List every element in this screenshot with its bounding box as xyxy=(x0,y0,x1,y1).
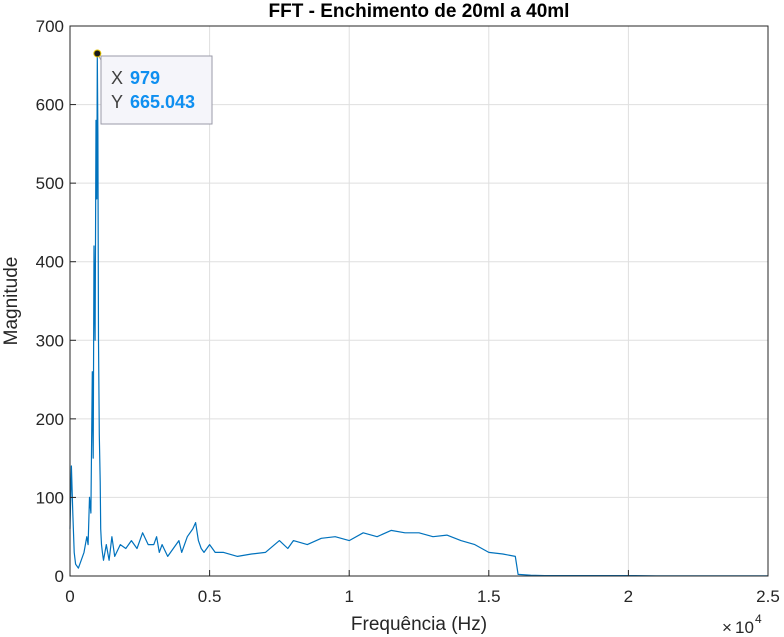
x-tick-label: 2 xyxy=(624,587,633,606)
x-axis-label: Frequência (Hz) xyxy=(351,614,487,635)
y-tick-label: 100 xyxy=(36,488,64,507)
grid-lines xyxy=(70,26,768,576)
datatip-x-value: 979 xyxy=(130,68,160,88)
x-tick-label: 1.5 xyxy=(477,587,501,606)
x-axis-exponent: × 10 4 xyxy=(722,612,762,637)
fft-magnitude-series xyxy=(69,52,768,577)
x-exponent-power: 4 xyxy=(755,612,762,626)
x-tick-label: 2.5 xyxy=(756,587,780,606)
datatip-y-key: Y xyxy=(111,92,123,112)
chart-title: FFT - Enchimento de 20ml a 40ml xyxy=(269,1,570,22)
x-tick-label: 0 xyxy=(65,587,74,606)
y-tick-label: 300 xyxy=(36,331,64,350)
y-tick-label: 200 xyxy=(36,410,64,429)
x-tick-label: 0.5 xyxy=(198,587,222,606)
y-tick-label: 700 xyxy=(36,17,64,36)
x-exponent-base: 10 xyxy=(735,618,754,637)
datatip-y-value: 665.043 xyxy=(130,92,195,112)
datatip[interactable]: X 979 Y 665.043 xyxy=(93,49,213,125)
datatip-marker[interactable] xyxy=(93,49,102,58)
axis-ticks: 0 0.5 1 1.5 2 2.5 0 100 200 300 400 500 600 700 xyxy=(36,17,780,606)
axes-frame xyxy=(69,25,769,577)
x-tick-label: 1 xyxy=(344,587,353,606)
y-tick-label: 400 xyxy=(36,253,64,272)
datatip-x-key: X xyxy=(111,68,123,88)
y-axis-label: Magnitude xyxy=(1,257,22,346)
y-tick-label: 600 xyxy=(36,96,64,115)
datatip-box xyxy=(100,55,213,125)
x-exponent-times-sign: × xyxy=(722,618,732,637)
y-tick-label: 500 xyxy=(36,174,64,193)
y-tick-label: 0 xyxy=(55,567,64,586)
